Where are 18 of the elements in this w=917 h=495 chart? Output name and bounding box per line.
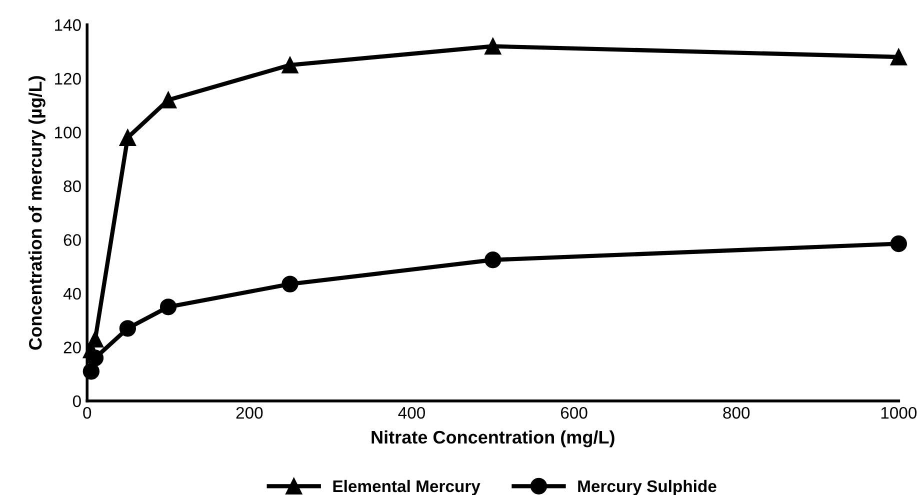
x-tick-label: 600 [560,406,588,419]
x-axis-title: Nitrate Concentration (mg/L) [372,430,614,448]
x-tick-label: 0 [83,406,92,419]
y-tick-label: 40 [63,288,81,300]
y-tick-label: 100 [55,126,81,138]
x-tick-label: 200 [236,406,263,419]
y-tick-label: 140 [55,19,81,31]
legend-label: Mercury Sulphide [578,480,716,495]
y-tick-label: 60 [64,234,81,246]
x-tick-label: 800 [723,406,750,419]
legend-label: Elemental Mercury [333,480,480,495]
y-axis-title: Concentration of mercury (µg/L) [28,76,46,350]
y-tick-label: 20 [64,342,81,354]
y-tick-label: 0 [72,395,81,408]
x-tick-label: 1000 [881,406,917,419]
x-tick-label: 400 [398,406,425,419]
y-tick-label: 120 [55,72,81,85]
y-tick-label: 80 [64,180,81,192]
